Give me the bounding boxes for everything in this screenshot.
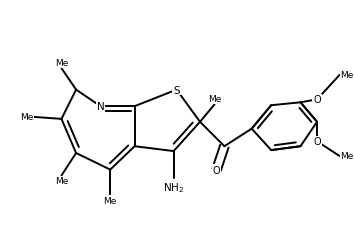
Text: Me: Me xyxy=(208,95,221,104)
Text: Me: Me xyxy=(55,177,68,186)
Text: N: N xyxy=(97,102,104,112)
Text: O: O xyxy=(313,137,321,147)
Text: Me: Me xyxy=(341,71,354,80)
Text: O: O xyxy=(213,165,221,175)
Text: NH$_2$: NH$_2$ xyxy=(163,180,184,194)
Text: S: S xyxy=(173,85,180,95)
Text: Me: Me xyxy=(55,59,68,68)
Text: Me: Me xyxy=(341,152,354,161)
Text: O: O xyxy=(313,95,321,105)
Text: Me: Me xyxy=(104,196,117,205)
Text: Me: Me xyxy=(20,113,33,122)
